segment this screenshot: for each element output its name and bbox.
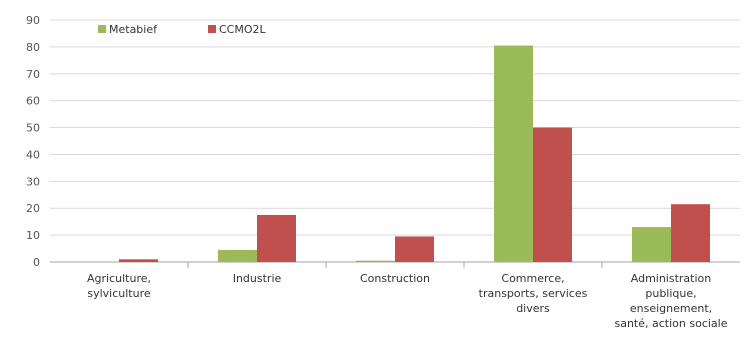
bar-ccmo2l (671, 204, 710, 262)
category-label: Industrie (233, 272, 282, 285)
bar-metabief (218, 249, 257, 262)
category-label: Administration publique, enseignement, sant… (614, 272, 727, 330)
y-tick-label: 50 (26, 122, 40, 135)
bar-ccmo2l (395, 236, 434, 262)
legend-swatch (208, 25, 216, 33)
y-tick-label: 70 (26, 68, 40, 81)
y-tick-label: 60 (26, 95, 40, 108)
bar-metabief (494, 45, 533, 262)
x-axis: Agriculture, sylviculture Industrie Constru… (87, 262, 728, 330)
gridlines (50, 19, 740, 263)
bars (119, 45, 710, 262)
y-tick-label: 90 (26, 14, 40, 27)
legend-swatch (98, 25, 106, 33)
bar-ccmo2l (119, 259, 158, 262)
y-tick-label: 10 (26, 229, 40, 242)
y-tick-label: 80 (26, 41, 40, 54)
y-axis: 0 10 20 30 40 50 60 70 80 90 (26, 14, 40, 269)
bar-ccmo2l (257, 214, 296, 262)
category-label: Commerce, transports, services divers (479, 272, 588, 315)
legend-label: CCMO2L (219, 23, 267, 36)
y-tick-label: 20 (26, 202, 40, 215)
legend-label: Metabief (109, 23, 158, 36)
legend: Metabief CCMO2L (98, 23, 267, 36)
bar-metabief (356, 260, 395, 262)
bar-metabief (632, 227, 671, 262)
category-label: Agriculture, sylviculture (87, 272, 151, 300)
category-label: Construction (360, 272, 430, 285)
y-tick-label: 40 (26, 148, 40, 161)
y-tick-label: 0 (33, 256, 40, 269)
bar-ccmo2l (533, 127, 572, 262)
y-tick-label: 30 (26, 175, 40, 188)
